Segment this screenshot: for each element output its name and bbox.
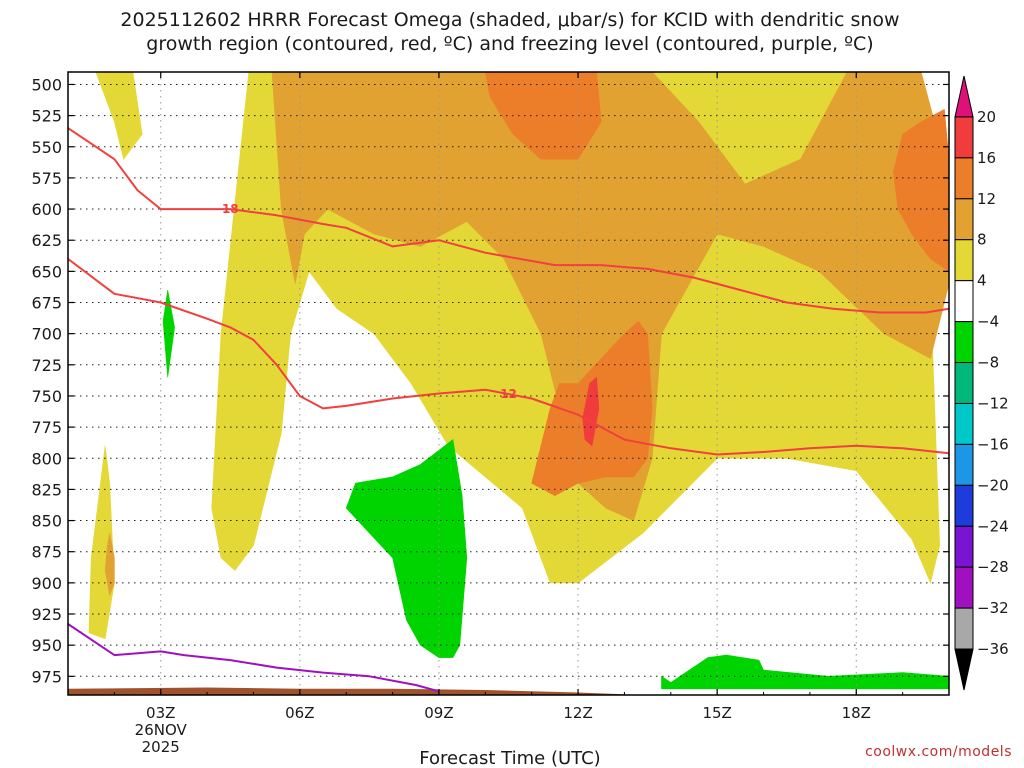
colorbar-label-9: −16 [977,435,1009,453]
title-line-2: growth region (contoured, red, ºC) and f… [146,33,873,55]
credit-text: coolwx.com/models [865,744,1012,760]
x-tick-label-15Z: 15Z [702,704,731,722]
colorbar-label-11: −24 [977,517,1009,535]
x-axis-label: Forecast Time (UTC) [419,748,600,768]
y-tick-label-750: 750 [31,387,62,406]
omega-12to16-region-3 [893,108,949,272]
colorbar: 20 16 12 8 4 −4 −8 −12 −16 −20 −24 −28 −32 −36 [954,75,1009,691]
colorbar-swatch-4 [954,239,974,282]
colorbar-swatch-9 [954,443,974,486]
omega-neg4to-8-region-2 [345,439,468,658]
y-tick-label-650: 650 [31,262,62,281]
x-tick-label-06Z: 06Z [285,704,314,722]
y-tick-label-600: 600 [31,200,62,219]
omega-neg4to-8-region-3 [661,654,949,690]
x-tick-label-18Z: 18Z [842,704,871,722]
colorbar-swatch-2 [954,157,974,200]
x-tick-label-03Z: 03Z [146,704,175,722]
colorbar-swatch-13 [954,607,974,650]
colorbar-swatch-7 [954,362,974,404]
chart-title: 2025112602 HRRR Forecast Omega (shaded, … [120,9,899,55]
y-tick-label-950: 950 [31,636,62,655]
colorbar-swatch-6 [954,321,974,364]
y-tick-label-700: 700 [31,325,62,344]
omega-8to12-region-2 [104,532,115,597]
colorbar-swatch-11 [954,525,974,568]
terrain-ground [68,687,949,695]
y-tick-label-625: 625 [31,231,62,250]
colorbar-top-arrow [954,75,974,118]
terrain-layer [68,687,949,695]
omega-4to8-region-1 [88,445,115,640]
omega-neg4to-8-region-1 [162,289,175,378]
date-label-line-1: 26NOV [135,721,188,739]
y-tick-label-850: 850 [31,512,62,531]
colorbar-label-3: 12 [977,190,996,208]
colorbar-swatch-3 [954,198,974,241]
x-tick-label-09Z: 09Z [424,704,453,722]
date-label-line-2: 2025 [142,738,180,756]
axes: 500 525 550 575 600 625 650 675 700 725 750 775 800 8… [31,71,950,756]
x-tick-label-12Z: 12Z [563,704,592,722]
y-tick-label-800: 800 [31,449,62,468]
colorbar-label-10: −20 [977,476,1009,494]
colorbar-swatch-5 [954,280,974,323]
colorbar-swatch-1 [954,116,974,159]
colorbar-swatch-8 [954,402,974,445]
freezing-level-line [68,623,440,693]
colorbar-label-13: −32 [977,599,1009,617]
y-tick-label-775: 775 [31,418,62,437]
plot-frame [67,71,950,696]
omega-16to20-region-1 [582,376,600,447]
y-tick-label-725: 725 [31,356,62,375]
title-line-1: 2025112602 HRRR Forecast Omega (shaded, … [120,9,899,31]
colorbar-label-1: 20 [977,108,996,126]
y-tick-label-975: 975 [31,667,62,686]
y-tick-label-825: 825 [31,480,62,499]
colorbar-label-4: 8 [977,231,987,249]
y-tick-label-900: 900 [31,574,62,593]
colorbar-label-12: −28 [977,558,1009,576]
y-tick-label-525: 525 [31,107,62,126]
omega-4to8-region-2 [95,72,143,160]
colorbar-label-2: 16 [977,149,996,167]
y-tick-label-550: 550 [31,138,62,157]
colorbar-label-6: −4 [977,313,999,331]
dgz-minus18-line [68,127,949,314]
colorbar-label-5: 4 [977,272,987,290]
y-tick-label-500: 500 [31,75,62,94]
dgz-minus18-label: 18 [222,202,239,216]
omega-shading [68,72,949,695]
colorbar-label-8: −12 [977,394,1009,412]
y-tick-label-675: 675 [31,294,62,313]
colorbar-label-7: −8 [977,354,999,372]
y-tick-label-925: 925 [31,605,62,624]
colorbar-bottom-arrow [954,648,974,691]
y-tick-label-875: 875 [31,543,62,562]
colorbar-label-14: −36 [977,640,1009,658]
colorbar-swatch-12 [954,566,974,609]
y-tick-label-575: 575 [31,169,62,188]
dgz-minus12-label: 12 [500,387,517,401]
dgz-minus12-line [68,258,949,456]
colorbar-swatch-10 [954,484,974,527]
